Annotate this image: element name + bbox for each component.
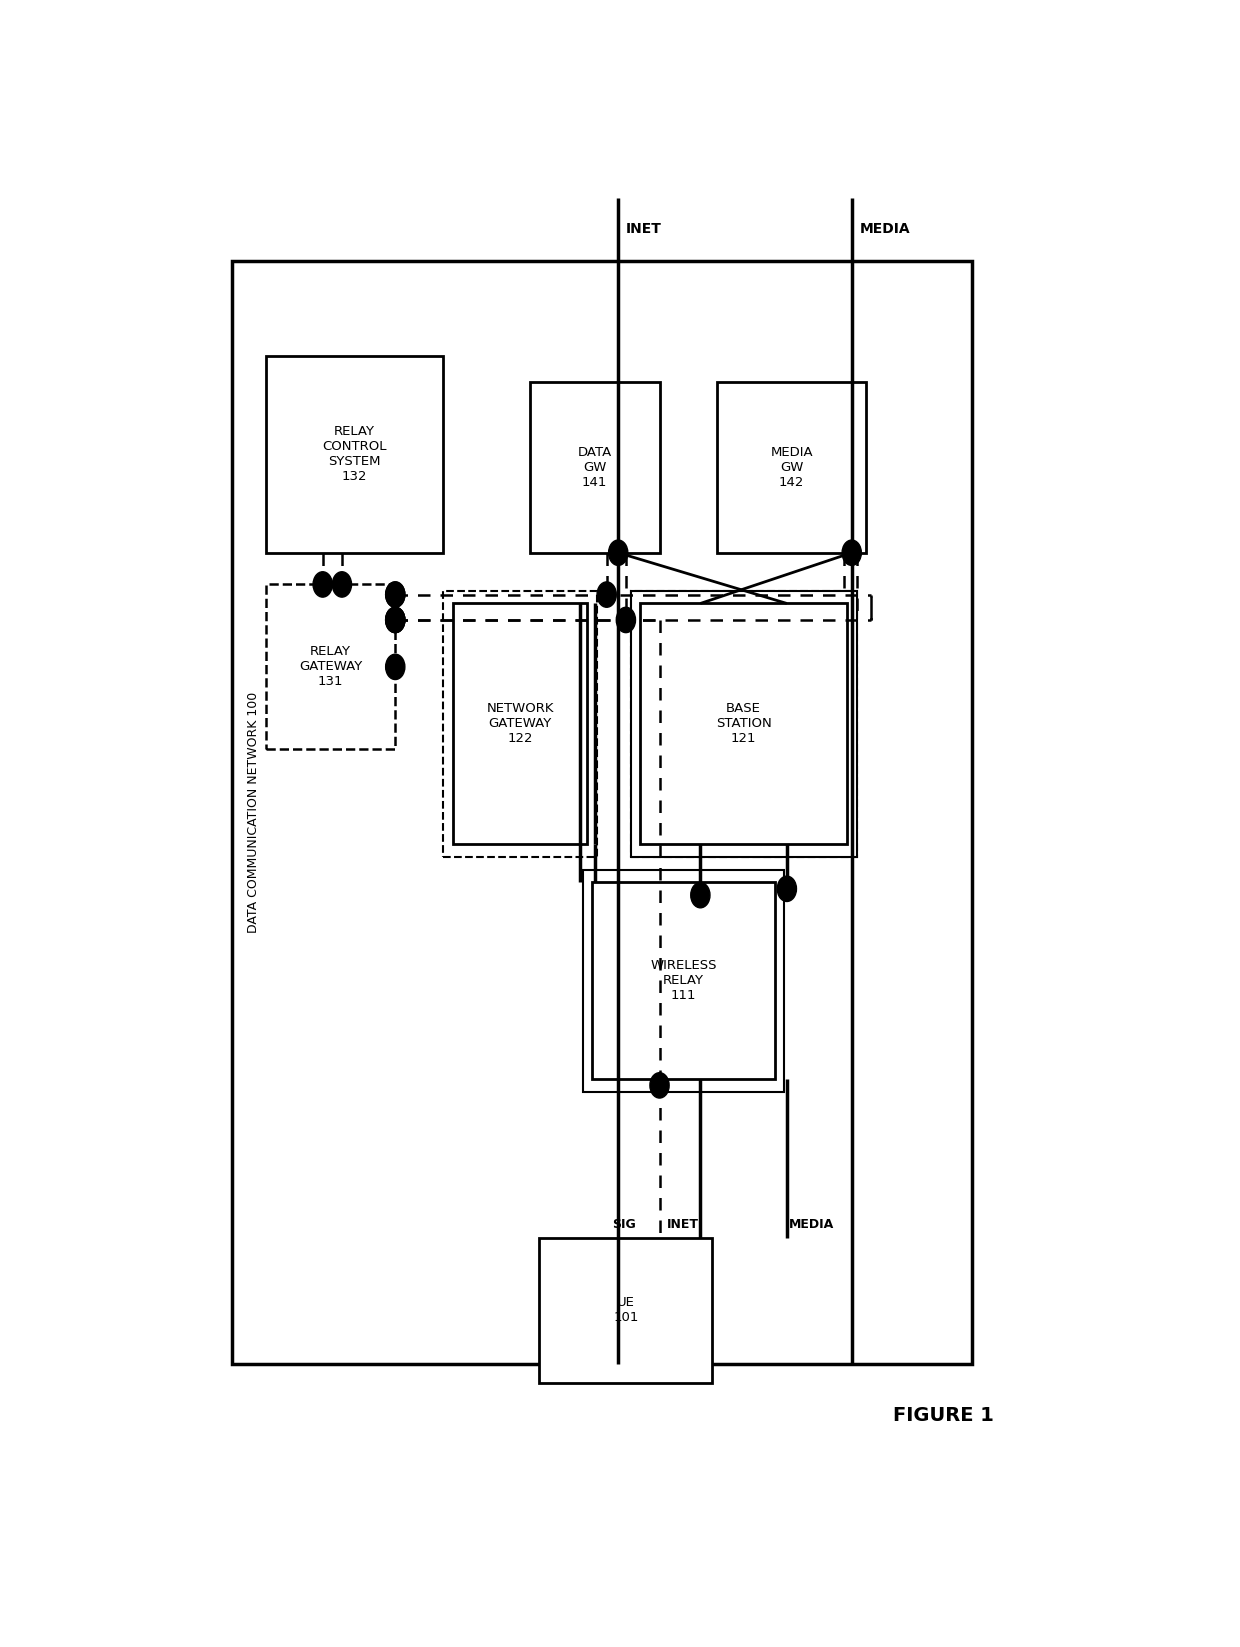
Bar bbox=[593, 883, 775, 1079]
Bar bbox=[529, 382, 660, 553]
Bar bbox=[265, 356, 444, 553]
Circle shape bbox=[386, 608, 404, 632]
Circle shape bbox=[386, 654, 404, 680]
Text: SIG: SIG bbox=[611, 1219, 635, 1232]
Bar bbox=[583, 870, 785, 1092]
Circle shape bbox=[842, 540, 862, 565]
Text: RELAY
GATEWAY
131: RELAY GATEWAY 131 bbox=[299, 646, 362, 688]
Text: WIRELESS
RELAY
111: WIRELESS RELAY 111 bbox=[650, 959, 717, 1003]
Circle shape bbox=[386, 608, 404, 632]
Circle shape bbox=[650, 1072, 670, 1099]
Text: MEDIA: MEDIA bbox=[789, 1219, 835, 1232]
Text: INET: INET bbox=[666, 1219, 698, 1232]
Circle shape bbox=[386, 581, 404, 608]
Bar bbox=[631, 591, 857, 856]
Text: DATA
GW
141: DATA GW 141 bbox=[578, 446, 611, 489]
Bar bbox=[717, 382, 866, 553]
Bar bbox=[631, 591, 857, 856]
Circle shape bbox=[777, 876, 796, 901]
Text: INET: INET bbox=[626, 222, 662, 237]
Circle shape bbox=[691, 883, 711, 907]
Text: UE
101: UE 101 bbox=[614, 1296, 639, 1324]
Circle shape bbox=[386, 608, 404, 632]
Text: RELAY
CONTROL
SYSTEM
132: RELAY CONTROL SYSTEM 132 bbox=[322, 425, 387, 484]
Bar bbox=[265, 585, 396, 749]
Text: FIGURE 1: FIGURE 1 bbox=[893, 1405, 993, 1425]
Text: NETWORK
GATEWAY
122: NETWORK GATEWAY 122 bbox=[486, 702, 554, 746]
Circle shape bbox=[609, 540, 627, 565]
Bar bbox=[444, 591, 596, 856]
Bar bbox=[232, 262, 972, 1364]
Bar bbox=[539, 1237, 713, 1383]
Text: MEDIA: MEDIA bbox=[859, 222, 910, 237]
Text: DATA COMMUNICATION NETWORK 100: DATA COMMUNICATION NETWORK 100 bbox=[247, 692, 259, 934]
Circle shape bbox=[596, 581, 616, 608]
Bar bbox=[453, 603, 588, 845]
Text: MEDIA
GW
142: MEDIA GW 142 bbox=[770, 446, 813, 489]
Circle shape bbox=[312, 572, 332, 598]
Circle shape bbox=[386, 581, 404, 608]
Bar bbox=[640, 603, 847, 845]
Text: BASE
STATION
121: BASE STATION 121 bbox=[715, 702, 771, 746]
Circle shape bbox=[616, 608, 635, 632]
Circle shape bbox=[332, 572, 351, 598]
